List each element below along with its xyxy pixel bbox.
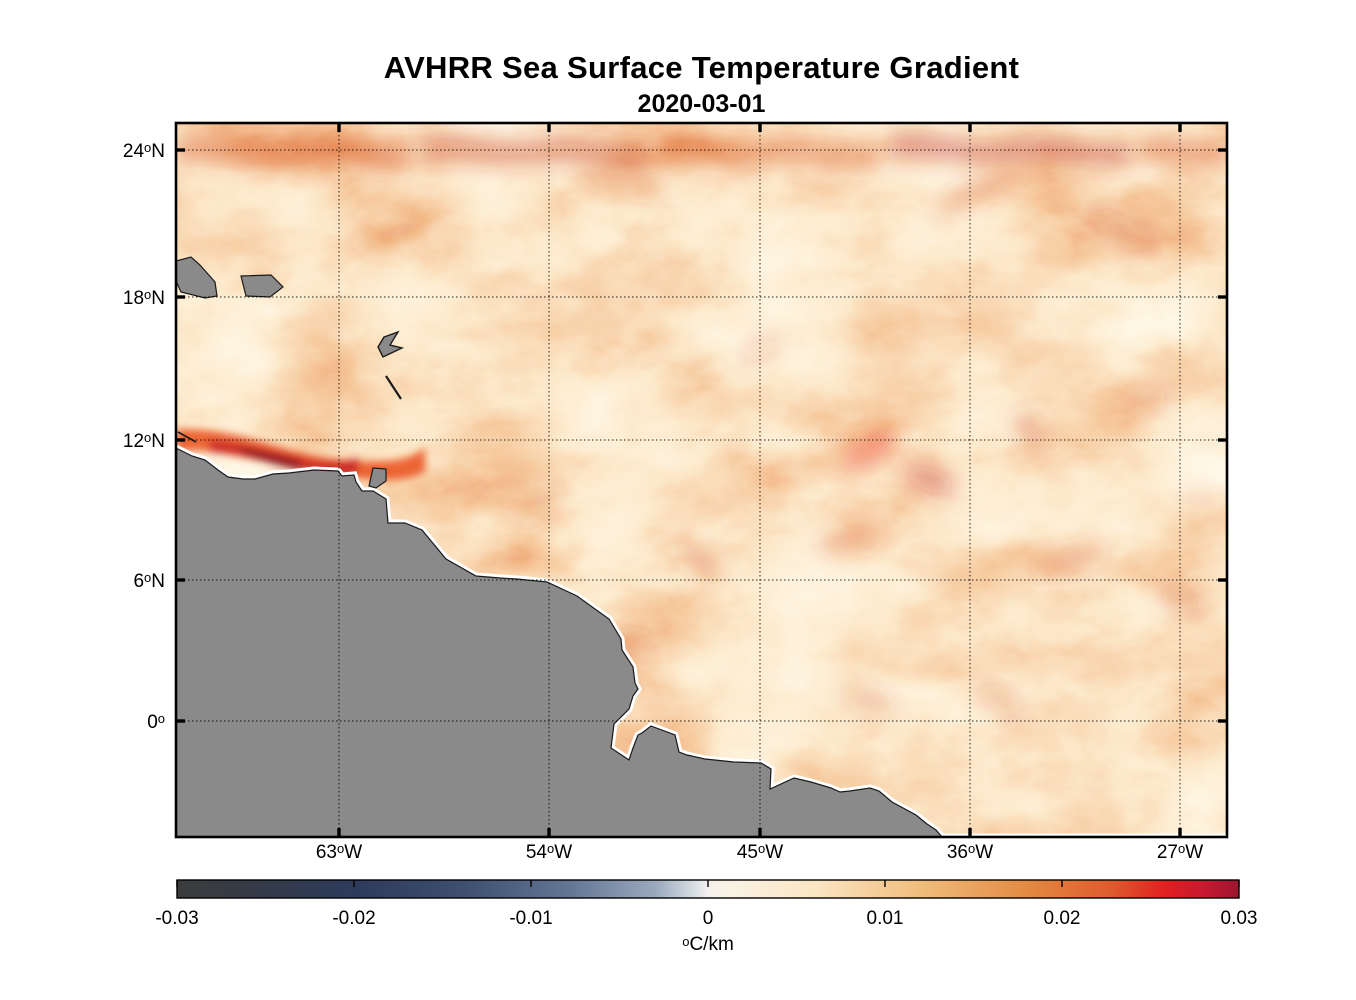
svg-text:18oN: 18oN <box>123 287 165 309</box>
svg-text:0.02: 0.02 <box>1044 908 1081 929</box>
svg-text:45oW: 45oW <box>737 841 783 863</box>
svg-text:6oN: 6oN <box>133 570 165 592</box>
svg-text:-0.02: -0.02 <box>332 908 375 929</box>
svg-text:12oN: 12oN <box>123 430 165 452</box>
svg-text:63oW: 63oW <box>316 841 362 863</box>
svg-text:-0.03: -0.03 <box>155 908 198 929</box>
svg-text:0.03: 0.03 <box>1221 908 1258 929</box>
svg-text:oC/km: oC/km <box>682 934 734 955</box>
svg-text:0.01: 0.01 <box>867 908 904 929</box>
svg-text:24oN: 24oN <box>123 140 165 162</box>
svg-text:-0.01: -0.01 <box>509 908 552 929</box>
svg-text:36oW: 36oW <box>947 841 993 863</box>
svg-text:54oW: 54oW <box>526 841 572 863</box>
svg-text:27oW: 27oW <box>1157 841 1203 863</box>
svg-text:0o: 0o <box>147 711 165 733</box>
svg-text:0: 0 <box>703 908 714 929</box>
